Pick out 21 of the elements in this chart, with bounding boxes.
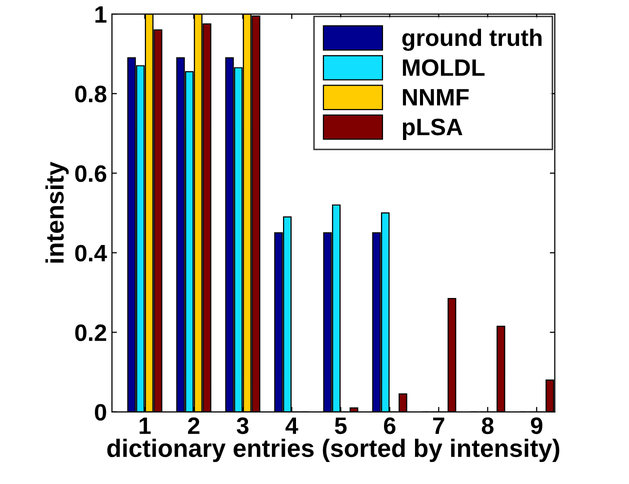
- y-axis-title: intensity: [45, 162, 69, 263]
- legend-label: ground truth: [402, 28, 542, 51]
- legend-label: MOLDL: [402, 59, 485, 76]
- legend-label: pLSA: [402, 118, 462, 140]
- legend-label: NNMF: [402, 89, 469, 106]
- x-tick-label: 6: [384, 417, 396, 434]
- y-tick-label: 0.6: [75, 165, 106, 182]
- x-tick-label: 4: [286, 418, 298, 434]
- y-tick-label: 0: [94, 404, 106, 421]
- x-tick-label: 3: [236, 417, 248, 434]
- x-tick-label: 7: [433, 418, 444, 434]
- x-tick-label: 1: [140, 418, 151, 434]
- x-tick-label: 5: [334, 418, 347, 434]
- x-tick-label: 2: [188, 417, 200, 434]
- y-tick-label: 0.2: [75, 324, 106, 342]
- x-tick-label: 9: [530, 417, 542, 434]
- y-tick-label: 0.4: [75, 244, 107, 262]
- y-tick-label: 1: [95, 6, 106, 23]
- y-tick-label: 0.8: [75, 86, 106, 102]
- x-axis-title: dictionary entries (sorted by intensity): [107, 438, 560, 462]
- x-tick-label: 8: [482, 417, 494, 434]
